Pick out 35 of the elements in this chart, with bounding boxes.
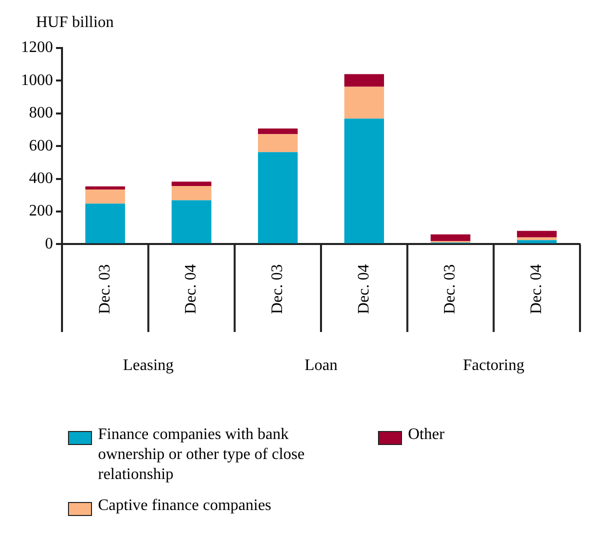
bar <box>344 86 384 119</box>
legend-label: Captive finance companies <box>98 496 272 516</box>
y-tick-label: 1200 <box>21 39 53 56</box>
bar <box>344 74 384 87</box>
bar <box>85 186 126 190</box>
text: Leasing <box>123 357 174 374</box>
y-tick-label: 1000 <box>21 72 53 89</box>
text: Factoring <box>463 357 524 374</box>
x-tick-label: Dec. 04 <box>182 264 200 314</box>
x-tick-label: Dec. 04 <box>355 264 372 314</box>
y-tick-label: 600 <box>29 137 53 154</box>
x-tick-label: Dec. 03 <box>96 264 114 314</box>
bar <box>172 186 212 200</box>
bar <box>258 128 298 134</box>
legend-label: Finance companies with bank ownership or other type of close relationship <box>98 425 306 485</box>
bar <box>258 152 298 244</box>
bar <box>516 230 557 238</box>
x-tick-label: Dec. 03 <box>269 264 286 314</box>
y-tick-label: 800 <box>29 104 53 122</box>
bar <box>258 134 298 152</box>
bar <box>516 240 557 244</box>
bar <box>85 204 126 244</box>
bar <box>344 118 384 244</box>
y-tick-label: 200 <box>29 202 53 220</box>
y-axis-title: HUF billion <box>36 14 114 32</box>
bar <box>172 182 212 186</box>
legend-label: Other <box>408 425 444 445</box>
y-tick-label: 0 <box>45 235 53 252</box>
bar <box>430 234 470 241</box>
y-tick-label: 400 <box>29 170 53 188</box>
x-tick-label: Dec. 04 <box>528 264 546 314</box>
bar <box>172 200 212 244</box>
bar <box>85 189 126 204</box>
text: Loan <box>304 357 338 374</box>
x-tick-label: Dec. 03 <box>442 264 459 314</box>
